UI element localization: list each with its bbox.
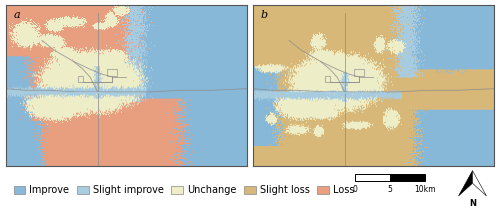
Text: a: a (13, 10, 20, 20)
Polygon shape (472, 171, 486, 196)
Bar (390, 174, 425, 181)
Bar (355, 174, 390, 181)
Text: 0: 0 (352, 185, 358, 194)
Text: 5: 5 (388, 185, 392, 194)
Text: N: N (469, 199, 476, 206)
Text: b: b (260, 10, 268, 20)
Legend: Improve, Slight improve, Unchange, Slight loss, Loss: Improve, Slight improve, Unchange, Sligh… (10, 181, 358, 199)
Polygon shape (458, 171, 472, 196)
Text: 10km: 10km (414, 185, 436, 194)
